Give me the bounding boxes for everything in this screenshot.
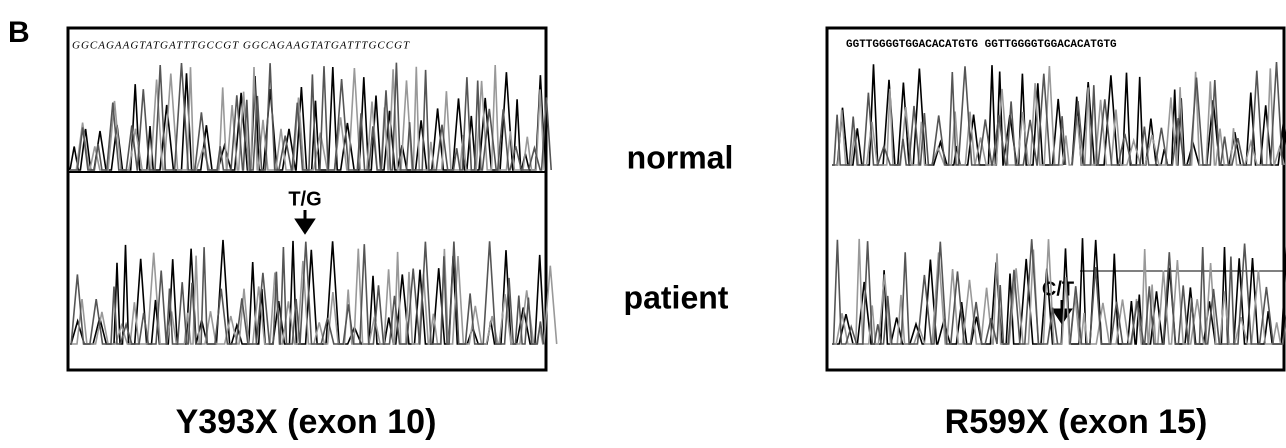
figure: B GGCAGAAGTATGATTTGCCGT GGCAGAAGTATGATTT… bbox=[0, 0, 1286, 448]
mutation-label: T/G bbox=[288, 188, 321, 210]
right-panel bbox=[827, 28, 1284, 370]
row-label: patient bbox=[624, 279, 729, 315]
caption: Y393X (exon 10) bbox=[176, 403, 437, 441]
sequence: GGCAGAAGTATGATTTGCCGT GGCAGAAGTATGATTTGC… bbox=[72, 40, 410, 52]
chromatogram-trace bbox=[70, 63, 551, 170]
caption: R599X (exon 15) bbox=[945, 403, 1208, 441]
sequence: GGTTGGGGTGGACACATGTG GGTTGGGGTGGACACATGT… bbox=[846, 39, 1117, 51]
arrow bbox=[297, 210, 313, 232]
panel-label: B bbox=[8, 16, 30, 49]
row-label: normal bbox=[627, 139, 734, 175]
